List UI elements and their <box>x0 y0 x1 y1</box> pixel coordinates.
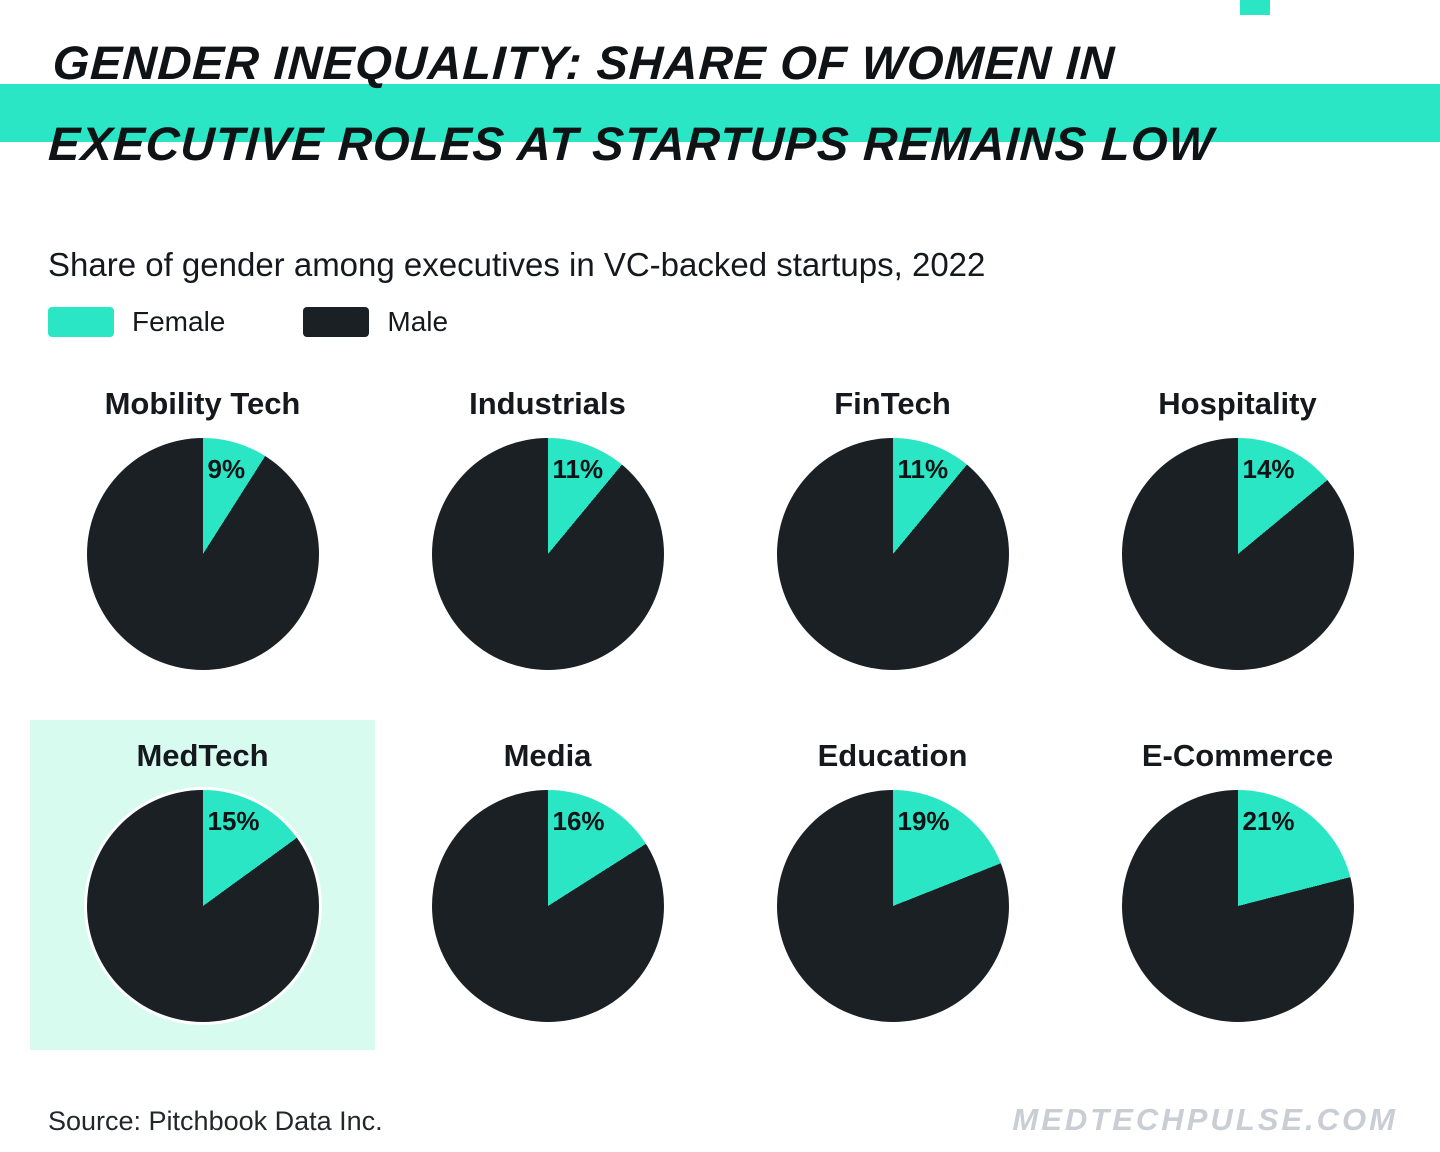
legend-female-swatch <box>48 307 114 337</box>
legend-male-label: Male <box>387 306 449 337</box>
pie-percent-label: 9% <box>207 454 246 484</box>
title-highlight-band <box>0 84 1440 142</box>
page-title-line2: EXECUTIVE ROLES AT STARTUPS REMAINS LOW <box>47 117 1216 170</box>
pie-title: Industrials <box>469 386 626 421</box>
pie-title: Mobility Tech <box>104 386 301 421</box>
pie-percent-label: 11% <box>552 454 604 484</box>
pie-wrap: 11% <box>431 438 664 670</box>
pie-chart-grid: Mobility Tech 9% Industrials 11% FinTech… <box>30 368 1410 1050</box>
pie-wrap: 11% <box>776 438 1009 670</box>
pie-percent-label: 11% <box>897 454 949 484</box>
chart-cell: MedTech 15% <box>30 720 375 1050</box>
pie <box>1121 438 1354 670</box>
pie-percent-label: 14% <box>1242 454 1295 484</box>
pie <box>86 438 319 670</box>
pie-title: E-Commerce <box>1141 738 1334 773</box>
pie-percent-label: 16% <box>552 806 605 836</box>
chart-cell: Media 16% <box>375 720 720 1050</box>
page-title-line1: GENDER INEQUALITY: SHARE OF WOMEN IN <box>51 36 1117 89</box>
pie-title: FinTech <box>834 386 951 421</box>
pie-percent-label: 19% <box>897 806 950 836</box>
chart-cell: Hospitality 14% <box>1065 368 1410 698</box>
chart-cell: Mobility Tech 9% <box>30 368 375 698</box>
page-title: GENDER INEQUALITY: SHARE OF WOMEN IN EXE… <box>47 22 1221 184</box>
chart-cell: FinTech 11% <box>720 368 1065 698</box>
pie-percent-label: 15% <box>207 806 260 836</box>
pie-title: Education <box>817 738 968 773</box>
legend: Female Male <box>48 306 448 338</box>
pie <box>431 790 664 1022</box>
source-credit: Source: Pitchbook Data Inc. <box>48 1106 383 1136</box>
pie-title: Media <box>503 738 592 773</box>
watermark: MEDTECHPULSE.COM <box>1012 1102 1398 1137</box>
legend-female-label: Female <box>132 306 226 337</box>
pie-wrap: 9% <box>86 438 319 670</box>
legend-male-swatch <box>303 307 370 337</box>
decorative-mark <box>1240 0 1270 15</box>
pie-wrap: 14% <box>1121 438 1354 670</box>
pie <box>776 438 1009 670</box>
chart-cell: Industrials 11% <box>375 368 720 698</box>
pie-wrap: 15% <box>86 790 319 1022</box>
pie <box>1121 790 1354 1022</box>
pie-title: MedTech <box>136 738 269 773</box>
pie-title: Hospitality <box>1158 386 1317 421</box>
pie <box>86 790 319 1022</box>
pie-wrap: 16% <box>431 790 664 1022</box>
pie <box>776 790 1009 1022</box>
pie-wrap: 21% <box>1121 790 1354 1022</box>
pie-wrap: 19% <box>776 790 1009 1022</box>
chart-cell: Education 19% <box>720 720 1065 1050</box>
chart-cell: E-Commerce 21% <box>1065 720 1410 1050</box>
pie <box>431 438 664 670</box>
footer: Source: Pitchbook Data Inc. MEDTECHPULSE… <box>48 1102 1398 1138</box>
chart-subtitle: Share of gender among executives in VC-b… <box>48 246 986 283</box>
pie-percent-label: 21% <box>1242 806 1295 836</box>
